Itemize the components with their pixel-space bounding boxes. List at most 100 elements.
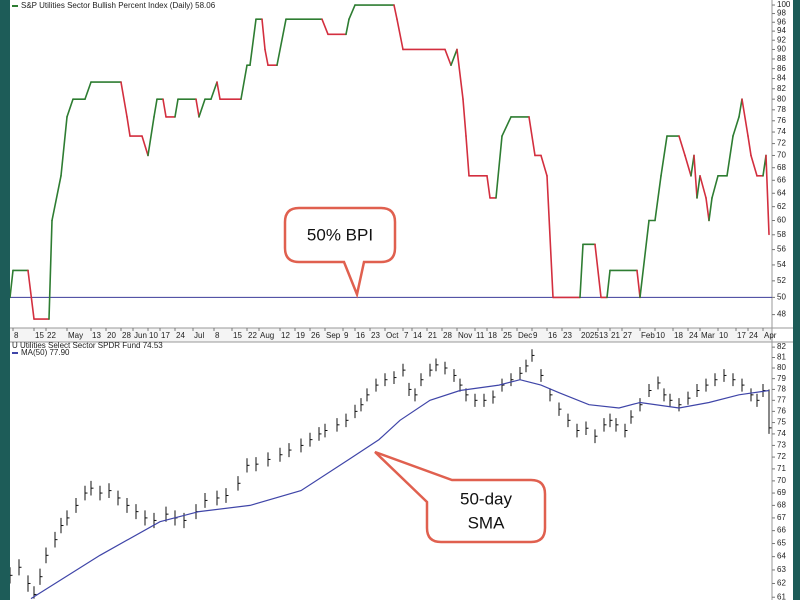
- x-tick-label: 17: [737, 331, 746, 340]
- bpi-segment: [264, 48, 269, 67]
- bpi-segment: [528, 116, 536, 157]
- bpi-segment: [321, 18, 329, 36]
- x-tick-label: 27: [623, 331, 632, 340]
- x-tick-label: Mar: [701, 331, 715, 340]
- bpi-segment: [711, 175, 719, 199]
- x-tick-label: 18: [488, 331, 497, 340]
- bpi-segment: [345, 18, 350, 36]
- x-tick-label: 23: [563, 331, 572, 340]
- y-tick-label: 100: [777, 0, 791, 9]
- bpi-segment: [249, 18, 257, 67]
- x-tick-label: Jul: [194, 331, 204, 340]
- y-tick-label: 88: [777, 54, 786, 63]
- x-tick-label: Apr: [764, 331, 777, 340]
- bpi-segment: [501, 116, 512, 137]
- y-tick-label: 79: [777, 374, 786, 383]
- y-tick-label: 74: [777, 127, 786, 136]
- y-tick-label: 72: [777, 139, 786, 148]
- bpi-segment: [606, 269, 611, 299]
- y-tick-label: 64: [777, 188, 786, 197]
- y-tick-label: 66: [777, 526, 786, 535]
- bpi-segment: [660, 135, 668, 177]
- bpi-segment: [699, 175, 707, 199]
- y-tick-label: 81: [777, 353, 786, 362]
- y-tick-label: 65: [777, 539, 786, 548]
- y-tick-label: 66: [777, 175, 786, 184]
- x-tick-label: 10: [656, 331, 665, 340]
- x-tick-label: 15: [35, 331, 44, 340]
- x-tick-label: Dec: [518, 331, 532, 340]
- x-tick-label: 18: [674, 331, 683, 340]
- bpi-segment: [48, 219, 53, 320]
- bpi-segment: [396, 18, 404, 51]
- x-tick-label: 13: [599, 331, 608, 340]
- y-tick-label: 76: [777, 406, 786, 415]
- bpi-segment: [60, 116, 68, 177]
- x-tick-label: 12: [281, 331, 290, 340]
- callout-text: 50% BPI: [307, 225, 373, 244]
- moving-average: [30, 379, 770, 600]
- x-tick-label: 22: [248, 331, 257, 340]
- bpi-segment: [465, 135, 470, 177]
- y-tick-label: 75: [777, 418, 786, 427]
- bpi-segment: [738, 98, 743, 118]
- y-tick-label: 48: [777, 310, 786, 319]
- chart-title: S&P Utilities Sector Bullish Percent Ind…: [21, 1, 216, 10]
- bpi-segment: [210, 81, 218, 100]
- y-tick-label: 63: [777, 565, 786, 574]
- x-tick-label: 9: [533, 331, 538, 340]
- x-tick-label: 25: [503, 331, 512, 340]
- x-tick-label: 17: [161, 331, 170, 340]
- x-tick-label: 14: [413, 331, 422, 340]
- y-tick-label: 90: [777, 45, 786, 54]
- bpi-segment: [162, 98, 167, 118]
- x-tick-label: 20: [107, 331, 116, 340]
- bpi-segment: [393, 4, 398, 20]
- x-tick-label: Jun: [134, 331, 147, 340]
- bpi-segment: [9, 269, 14, 299]
- y-tick-label: 62: [777, 202, 786, 211]
- y-tick-label: 72: [777, 452, 786, 461]
- x-tick-label: 19: [296, 331, 305, 340]
- x-tick-label: Feb: [641, 331, 655, 340]
- x-tick-label: 2025: [581, 331, 599, 340]
- x-tick-label: 21: [611, 331, 620, 340]
- y-tick-label: 82: [777, 84, 786, 93]
- bpi-segment: [147, 116, 155, 157]
- left-border: [0, 0, 10, 600]
- x-tick-label: 8: [215, 331, 220, 340]
- y-tick-label: 80: [777, 363, 786, 372]
- callout-text: 50-day: [460, 489, 512, 508]
- y-tick-label: 98: [777, 9, 786, 18]
- y-tick-label: 61: [777, 592, 786, 600]
- y-tick-label: 56: [777, 245, 786, 254]
- bpi-segment: [654, 175, 662, 222]
- bpi-segment: [174, 98, 179, 118]
- y-tick-label: 68: [777, 501, 786, 510]
- y-tick-label: 70: [777, 476, 786, 485]
- x-tick-label: 7: [404, 331, 409, 340]
- bpi-segment: [540, 154, 548, 177]
- bpi-segment: [579, 243, 584, 299]
- x-tick-label: 24: [176, 331, 185, 340]
- bpi-segment: [153, 98, 158, 118]
- bpi-segment: [462, 98, 467, 137]
- x-tick-label: Nov: [458, 331, 472, 340]
- y-tick-label: 60: [777, 216, 786, 225]
- bpi-segment: [750, 154, 758, 177]
- bpi-segment: [216, 81, 221, 100]
- y-tick-label: 77: [777, 395, 786, 404]
- y-tick-label: 94: [777, 26, 786, 35]
- y-tick-label: 67: [777, 513, 786, 522]
- y-tick-label: 68: [777, 163, 786, 172]
- bpi-segment: [486, 175, 491, 199]
- bpi-segment: [240, 64, 248, 100]
- callout-box: [374, 450, 547, 544]
- bpi-segment: [444, 48, 452, 67]
- x-tick-label: 15: [233, 331, 242, 340]
- bpi-segment: [495, 135, 503, 199]
- y-tick-label: 70: [777, 151, 786, 160]
